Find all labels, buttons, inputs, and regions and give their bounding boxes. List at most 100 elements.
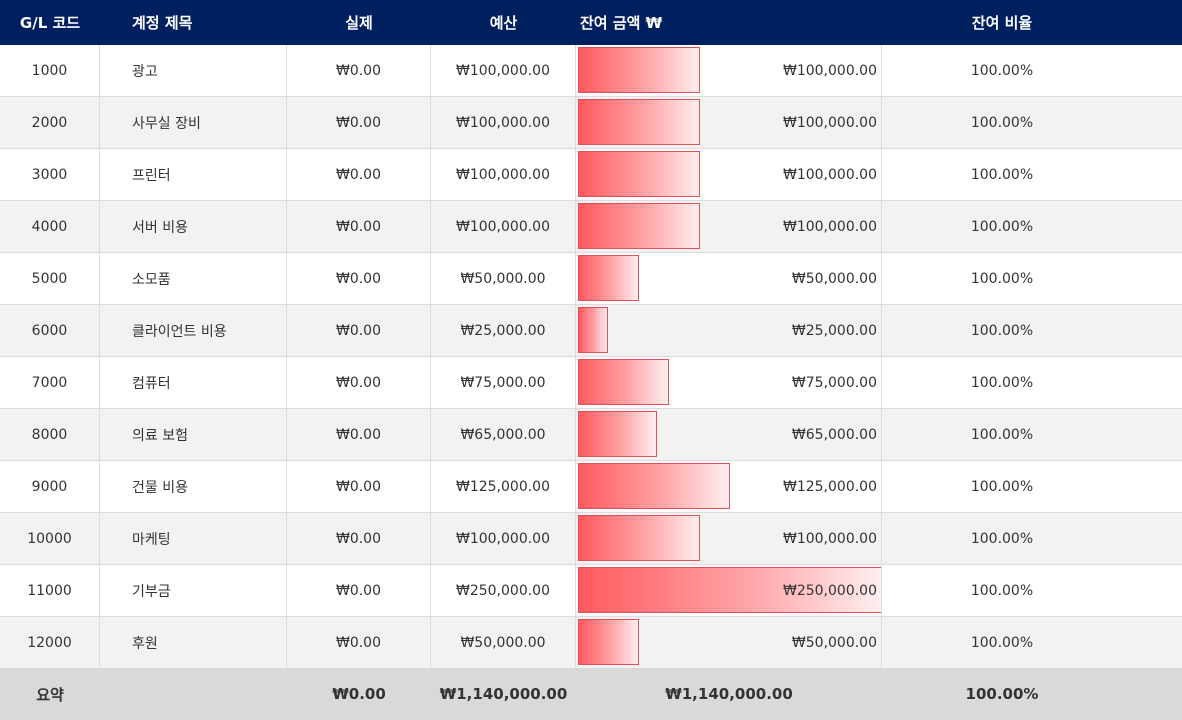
table-row[interactable]: 10000 마케팅 ₩0.00 ₩100,000.00 ₩100,000.00 100.0… <box>0 513 1182 565</box>
budget-cell: ₩75,000.00 <box>431 357 576 408</box>
remaining-amount-bar <box>578 307 608 353</box>
gl-code-cell: 4000 <box>0 201 100 252</box>
account-title-cell: 기부금 <box>100 565 287 616</box>
budget-cell: ₩100,000.00 <box>431 97 576 148</box>
actual-cell: ₩0.00 <box>287 253 431 304</box>
actual-cell: ₩0.00 <box>287 97 431 148</box>
remaining-amount-value: ₩50,000.00 <box>791 270 877 287</box>
table-row[interactable]: 5000 소모품 ₩0.00 ₩50,000.00 ₩50,000.00 100.00% <box>0 253 1182 305</box>
actual-cell: ₩0.00 <box>287 45 431 96</box>
gl-code-cell: 12000 <box>0 617 100 668</box>
account-title-cell: 서버 비용 <box>100 201 287 252</box>
remaining-amount-cell: ₩250,000.00 <box>576 565 882 616</box>
remaining-amount-bar <box>578 203 700 249</box>
header-remaining-amount[interactable]: 잔여 금액 ₩ <box>580 14 663 32</box>
remaining-ratio-cell: 100.00% <box>970 270 1034 287</box>
remaining-amount-value: ₩65,000.00 <box>791 426 877 443</box>
budget-cell: ₩100,000.00 <box>431 45 576 96</box>
budget-cell: ₩125,000.00 <box>431 461 576 512</box>
gl-code-cell: 10000 <box>0 513 100 564</box>
actual-cell: ₩0.00 <box>287 201 431 252</box>
remaining-amount-value: ₩250,000.00 <box>782 582 877 599</box>
actual-cell: ₩0.00 <box>287 357 431 408</box>
header-actual[interactable]: 실제 <box>345 14 373 32</box>
account-title-cell: 소모품 <box>100 253 287 304</box>
header-gl-code[interactable]: G/L 코드 <box>19 14 81 32</box>
gl-code-cell: 9000 <box>0 461 100 512</box>
account-title-cell: 컴퓨터 <box>100 357 287 408</box>
summary-actual: ₩0.00 <box>332 685 386 703</box>
remaining-amount-value: ₩100,000.00 <box>782 62 877 79</box>
budget-cell: ₩100,000.00 <box>431 513 576 564</box>
table-row[interactable]: 8000 의료 보험 ₩0.00 ₩65,000.00 ₩65,000.00 100.00… <box>0 409 1182 461</box>
account-title-cell: 후원 <box>100 617 287 668</box>
remaining-amount-cell: ₩25,000.00 <box>576 305 882 356</box>
remaining-amount-bar <box>578 619 639 665</box>
remaining-amount-bar <box>578 359 669 405</box>
account-title-cell: 마케팅 <box>100 513 287 564</box>
remaining-amount-cell: ₩100,000.00 <box>576 97 882 148</box>
remaining-ratio-cell: 100.00% <box>970 166 1034 183</box>
remaining-ratio-cell: 100.00% <box>970 582 1034 599</box>
remaining-amount-cell: ₩100,000.00 <box>576 201 882 252</box>
remaining-amount-bar <box>578 255 639 301</box>
remaining-ratio-cell: 100.00% <box>970 634 1034 651</box>
actual-cell: ₩0.00 <box>287 149 431 200</box>
table-row[interactable]: 4000 서버 비용 ₩0.00 ₩100,000.00 ₩100,000.00 100.… <box>0 201 1182 253</box>
header-budget[interactable]: 예산 <box>489 14 518 32</box>
table-row[interactable]: 3000 프린터 ₩0.00 ₩100,000.00 ₩100,000.00 100.00… <box>0 149 1182 201</box>
remaining-amount-value: ₩125,000.00 <box>782 478 877 495</box>
remaining-amount-cell: ₩75,000.00 <box>576 357 882 408</box>
table-row[interactable]: 2000 사무실 장비 ₩0.00 ₩100,000.00 ₩100,000.00 100… <box>0 97 1182 149</box>
remaining-amount-cell: ₩100,000.00 <box>576 45 882 96</box>
gl-code-cell: 5000 <box>0 253 100 304</box>
remaining-amount-value: ₩100,000.00 <box>782 114 877 131</box>
remaining-ratio-cell: 100.00% <box>970 530 1034 547</box>
budget-cell: ₩25,000.00 <box>431 305 576 356</box>
actual-cell: ₩0.00 <box>287 461 431 512</box>
summary-empty <box>100 668 287 720</box>
account-title-cell: 클라이언트 비용 <box>100 305 287 356</box>
remaining-amount-cell: ₩100,000.00 <box>576 149 882 200</box>
remaining-amount-bar <box>578 411 657 457</box>
gl-code-cell: 1000 <box>0 45 100 96</box>
remaining-amount-bar <box>578 567 881 613</box>
table-row[interactable]: 12000 후원 ₩0.00 ₩50,000.00 ₩50,000.00 100.00% <box>0 617 1182 669</box>
remaining-amount-bar <box>578 151 700 197</box>
table-row[interactable]: 11000 기부금 ₩0.00 ₩250,000.00 ₩250,000.00 100.0… <box>0 565 1182 617</box>
account-title-cell: 사무실 장비 <box>100 97 287 148</box>
remaining-ratio-cell: 100.00% <box>970 426 1034 443</box>
remaining-ratio-cell: 100.00% <box>970 218 1034 235</box>
remaining-amount-cell: ₩125,000.00 <box>576 461 882 512</box>
account-title-cell: 건물 비용 <box>100 461 287 512</box>
remaining-amount-value: ₩25,000.00 <box>791 322 877 339</box>
remaining-amount-bar <box>578 47 700 93</box>
budget-cell: ₩100,000.00 <box>431 201 576 252</box>
account-title-cell: 광고 <box>100 45 287 96</box>
table-row[interactable]: 6000 클라이언트 비용 ₩0.00 ₩25,000.00 ₩25,000.00 100… <box>0 305 1182 357</box>
table-row[interactable]: 1000 광고 ₩0.00 ₩100,000.00 ₩100,000.00 100.00% <box>0 45 1182 97</box>
summary-remaining: ₩1,140,000.00 <box>665 685 793 703</box>
gl-code-cell: 6000 <box>0 305 100 356</box>
gl-code-cell: 11000 <box>0 565 100 616</box>
summary-budget: ₩1,140,000.00 <box>439 685 568 703</box>
table-header: G/L 코드 계정 제목 실제 예산 잔여 금액 ₩ 잔여 비율 <box>0 0 1182 45</box>
budget-cell: ₩50,000.00 <box>431 253 576 304</box>
header-account-title[interactable]: 계정 제목 <box>132 14 193 32</box>
header-remaining-ratio[interactable]: 잔여 비율 <box>971 14 1033 32</box>
remaining-amount-bar <box>578 99 700 145</box>
actual-cell: ₩0.00 <box>287 513 431 564</box>
table-row[interactable]: 7000 컴퓨터 ₩0.00 ₩75,000.00 ₩75,000.00 100.00% <box>0 357 1182 409</box>
summary-row: 요약 ₩0.00 ₩1,140,000.00 ₩1,140,000.00 100… <box>0 668 1182 720</box>
remaining-ratio-cell: 100.00% <box>970 478 1034 495</box>
remaining-amount-value: ₩50,000.00 <box>791 634 877 651</box>
remaining-amount-value: ₩75,000.00 <box>791 374 877 391</box>
summary-label: 요약 <box>36 685 64 704</box>
gl-code-cell: 7000 <box>0 357 100 408</box>
remaining-ratio-cell: 100.00% <box>970 62 1034 79</box>
table-row[interactable]: 9000 건물 비용 ₩0.00 ₩125,000.00 ₩125,000.00 100.… <box>0 461 1182 513</box>
gl-code-cell: 3000 <box>0 149 100 200</box>
actual-cell: ₩0.00 <box>287 565 431 616</box>
summary-ratio: 100.00% <box>965 685 1039 703</box>
account-title-cell: 의료 보험 <box>100 409 287 460</box>
